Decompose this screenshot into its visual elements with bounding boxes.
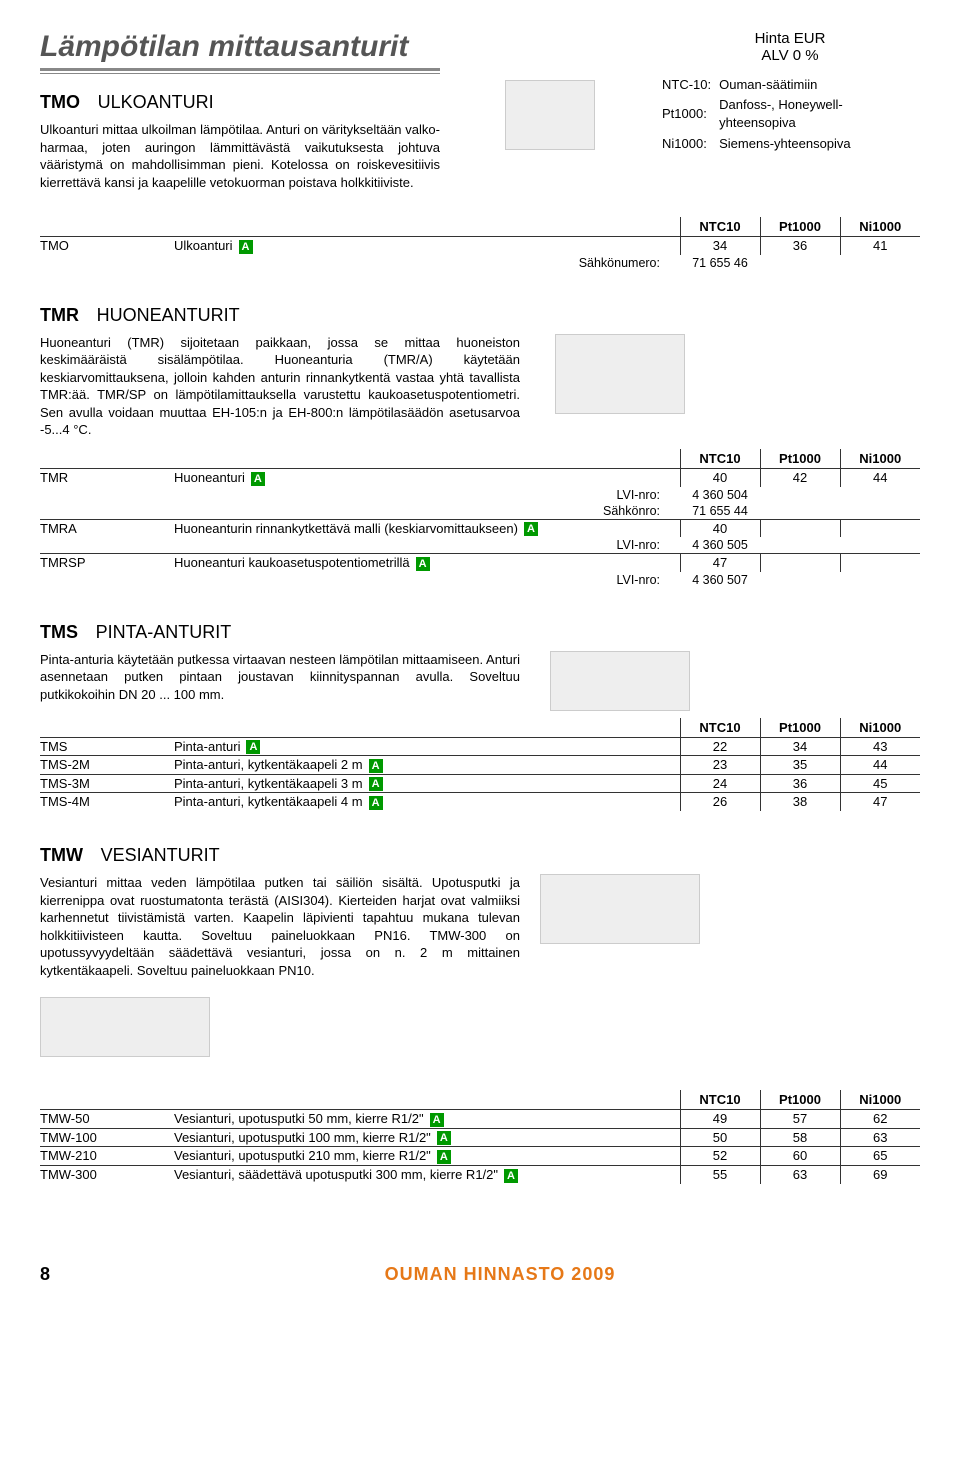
table-row: TMS-4MPinta-anturi, kytkentäkaapeli 4 mA…	[40, 793, 920, 811]
stock-icon: A	[416, 557, 430, 571]
table-row: TMW-50Vesianturi, upotusputki 50 mm, kie…	[40, 1110, 920, 1129]
price-info: Hinta EUR ALV 0 % NTC-10:Ouman-säätimiin…	[660, 30, 920, 155]
table-sub-row: LVI-nro:4 360 504	[40, 487, 920, 503]
tmw-image-2	[40, 997, 920, 1060]
tmw-body: Vesianturi mittaa veden lämpötilaa putke…	[40, 874, 520, 979]
table-row: TMRSP Huoneanturi kaukoasetuspotentiomet…	[40, 554, 920, 572]
table-row: TMO UlkoanturiA 34 36 41	[40, 237, 920, 255]
price-header-row: NTC10 Pt1000 Ni1000	[40, 217, 920, 237]
tmw-section: TMW VESIANTURIT Vesianturi mittaa veden …	[40, 845, 920, 1184]
table-row: TMRA Huoneanturin rinnankytkettävä malli…	[40, 519, 920, 537]
compat-row: Ni1000:Siemens-yhteensopiva	[662, 135, 918, 153]
title-block: Lämpötilan mittausanturit TMO ULKOANTURI…	[40, 30, 440, 197]
tmo-body: Ulkoanturi mittaa ulkoilman lämpötilaa. …	[40, 121, 440, 191]
stock-icon: A	[369, 777, 383, 791]
stock-icon: A	[504, 1169, 518, 1183]
tmw-image	[540, 874, 700, 985]
table-sub-row: LVI-nro:4 360 505	[40, 537, 920, 554]
price-sub: ALV 0 %	[660, 47, 920, 64]
tms-image	[550, 651, 690, 714]
stock-icon: A	[239, 240, 253, 254]
tms-section: TMS PINTA-ANTURIT Pinta-anturia käytetää…	[40, 622, 920, 811]
price-header-row: NTC10 Pt1000 Ni1000	[40, 1090, 920, 1110]
tms-title: PINTA-ANTURIT	[96, 622, 232, 643]
table-row: TMS-3MPinta-anturi, kytkentäkaapeli 3 mA…	[40, 774, 920, 793]
price-header-row: NTC10 Pt1000 Ni1000	[40, 718, 920, 738]
tms-body: Pinta-anturia käytetään putkessa virtaav…	[40, 651, 520, 708]
tmo-title: ULKOANTURI	[98, 92, 214, 113]
tmr-table: NTC10 Pt1000 Ni1000 TMR HuoneanturiA 40 …	[40, 449, 920, 588]
tms-code: TMS	[40, 622, 78, 643]
tmw-heading: TMW VESIANTURIT	[40, 845, 920, 866]
price-header-row: NTC10 Pt1000 Ni1000	[40, 449, 920, 469]
tmr-title: HUONEANTURIT	[97, 305, 240, 326]
stock-icon: A	[430, 1113, 444, 1127]
table-sub-row: Sähkönro:71 655 44	[40, 503, 920, 520]
table-row: TMSPinta-anturiA223443	[40, 737, 920, 756]
stock-icon: A	[369, 796, 383, 810]
tms-table: NTC10 Pt1000 Ni1000 TMSPinta-anturiA2234…	[40, 718, 920, 811]
tmo-code: TMO	[40, 92, 80, 113]
header-row: Lämpötilan mittausanturit TMO ULKOANTURI…	[40, 30, 920, 197]
tmo-table: NTC10 Pt1000 Ni1000 TMO UlkoanturiA 34 3…	[40, 217, 920, 271]
compat-row: Pt1000:Danfoss-, Honeywell-yhteensopiva	[662, 96, 918, 132]
tmw-title: VESIANTURIT	[101, 845, 220, 866]
tmr-heading: TMR HUONEANTURIT	[40, 305, 920, 326]
table-row: TMW-300Vesianturi, säädettävä upotusputk…	[40, 1165, 920, 1183]
tmr-image	[555, 334, 685, 445]
table-sub-row: LVI-nro:4 360 507	[40, 572, 920, 588]
table-row: TMS-2MPinta-anturi, kytkentäkaapeli 2 mA…	[40, 756, 920, 775]
page-title: Lämpötilan mittausanturit	[40, 30, 440, 64]
stock-icon: A	[246, 740, 260, 754]
tmw-code: TMW	[40, 845, 83, 866]
stock-icon: A	[251, 472, 265, 486]
table-sub-row: Sähkönumero: 71 655 46	[40, 255, 920, 271]
footer-title: OUMAN HINNASTO 2009	[80, 1264, 920, 1285]
footer-page: 8	[40, 1264, 80, 1285]
stock-icon: A	[524, 522, 538, 536]
stock-icon: A	[437, 1131, 451, 1145]
price-header: Hinta EUR	[660, 30, 920, 47]
tmr-section: TMR HUONEANTURIT Huoneanturi (TMR) sijoi…	[40, 305, 920, 588]
tmr-code: TMR	[40, 305, 79, 326]
table-row: TMR HuoneanturiA 40 42 44	[40, 469, 920, 487]
table-row: TMW-210Vesianturi, upotusputki 210 mm, k…	[40, 1147, 920, 1166]
tmo-image	[505, 80, 595, 153]
footer: 8 OUMAN HINNASTO 2009	[40, 1264, 920, 1285]
compat-table: NTC-10:Ouman-säätimiin Pt1000:Danfoss-, …	[660, 74, 920, 155]
stock-icon: A	[437, 1150, 451, 1164]
tms-heading: TMS PINTA-ANTURIT	[40, 622, 920, 643]
tmw-table: NTC10 Pt1000 Ni1000 TMW-50Vesianturi, up…	[40, 1090, 920, 1183]
title-rule	[40, 68, 440, 74]
tmr-body: Huoneanturi (TMR) sijoitetaan paikkaan, …	[40, 334, 520, 439]
tmo-heading: TMO ULKOANTURI	[40, 92, 440, 113]
stock-icon: A	[369, 759, 383, 773]
compat-row: NTC-10:Ouman-säätimiin	[662, 76, 918, 94]
table-row: TMW-100Vesianturi, upotusputki 100 mm, k…	[40, 1128, 920, 1147]
